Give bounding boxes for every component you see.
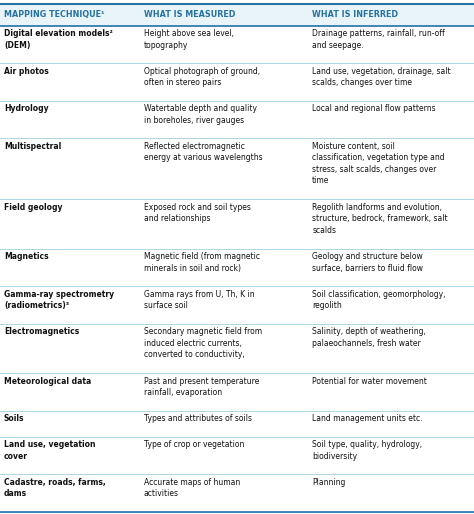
Text: Moisture content, soil
classification, vegetation type and
stress, salt scalds, : Moisture content, soil classification, v… (312, 142, 445, 186)
Text: Planning: Planning (312, 478, 346, 487)
Text: Soils: Soils (4, 414, 25, 424)
Text: Salinity, depth of weathering,
palaeochannels, fresh water: Salinity, depth of weathering, palaeocha… (312, 327, 426, 348)
Bar (0, 26, 474, 63)
Bar (0, 249, 474, 286)
Bar (0, 63, 474, 101)
Text: Cadastre, roads, farms,
dams: Cadastre, roads, farms, dams (4, 478, 106, 499)
Bar (0, 324, 474, 373)
Bar (0, 101, 474, 138)
Text: MAPPING TECHNIQUE¹: MAPPING TECHNIQUE¹ (4, 10, 104, 20)
Text: WHAT IS INFERRED: WHAT IS INFERRED (312, 10, 398, 20)
Text: Meteorological data: Meteorological data (4, 377, 91, 386)
Text: Past and present temperature
rainfall, evaporation: Past and present temperature rainfall, e… (144, 377, 259, 397)
Text: Reflected electromagnetic
energy at various wavelengths: Reflected electromagnetic energy at vari… (144, 142, 263, 162)
Text: Type of crop or vegetation: Type of crop or vegetation (144, 440, 244, 449)
Bar (0, 474, 474, 512)
Text: Land use, vegetation
cover: Land use, vegetation cover (4, 440, 95, 461)
Text: Hydrology: Hydrology (4, 104, 49, 114)
Text: Exposed rock and soil types
and relationships: Exposed rock and soil types and relation… (144, 203, 251, 224)
Text: Gamma-ray spectrometry
(radiometrics)³: Gamma-ray spectrometry (radiometrics)³ (4, 290, 114, 310)
Text: Types and attributes of soils: Types and attributes of soils (144, 414, 252, 424)
Text: Magnetic field (from magnetic
minerals in soil and rock): Magnetic field (from magnetic minerals i… (144, 252, 260, 273)
Text: Field geology: Field geology (4, 203, 63, 212)
Text: Land management units etc.: Land management units etc. (312, 414, 423, 424)
Bar (0, 199, 474, 249)
Bar (0, 4, 474, 26)
Bar (0, 373, 474, 411)
Text: Potential for water movement: Potential for water movement (312, 377, 427, 386)
Text: Regolith landforms and evolution,
structure, bedrock, framework, salt
scalds: Regolith landforms and evolution, struct… (312, 203, 448, 235)
Text: Optical photograph of ground,
often in stereo pairs: Optical photograph of ground, often in s… (144, 67, 260, 87)
Bar (0, 437, 474, 474)
Text: Electromagnetics: Electromagnetics (4, 327, 79, 337)
Text: Drainage patterns, rainfall, run-off
and seepage.: Drainage patterns, rainfall, run-off and… (312, 29, 445, 49)
Text: Gamma rays from U, Th, K in
surface soil: Gamma rays from U, Th, K in surface soil (144, 290, 255, 310)
Text: Local and regional flow patterns: Local and regional flow patterns (312, 104, 436, 114)
Text: Multispectral: Multispectral (4, 142, 61, 151)
Text: Watertable depth and quality
in boreholes, river gauges: Watertable depth and quality in borehole… (144, 104, 257, 125)
Text: Soil type, quality, hydrology,
biodiversity: Soil type, quality, hydrology, biodivers… (312, 440, 422, 461)
Text: Air photos: Air photos (4, 67, 49, 76)
Text: Secondary magnetic field from
induced electric currents,
converted to conductivi: Secondary magnetic field from induced el… (144, 327, 262, 359)
Text: Accurate maps of human
activities: Accurate maps of human activities (144, 478, 240, 499)
Bar (0, 411, 474, 437)
Text: Height above sea level,
topography: Height above sea level, topography (144, 29, 234, 49)
Text: Land use, vegetation, drainage, salt
scalds, changes over time: Land use, vegetation, drainage, salt sca… (312, 67, 451, 87)
Text: Magnetics: Magnetics (4, 252, 49, 261)
Text: Soil classification, geomorphology,
regolith: Soil classification, geomorphology, rego… (312, 290, 446, 310)
Bar (0, 138, 474, 199)
Bar (0, 286, 474, 324)
Text: WHAT IS MEASURED: WHAT IS MEASURED (144, 10, 235, 20)
Text: Geology and structure below
surface, barriers to fluid flow: Geology and structure below surface, bar… (312, 252, 423, 273)
Text: Digital elevation models²
(DEM): Digital elevation models² (DEM) (4, 29, 113, 49)
